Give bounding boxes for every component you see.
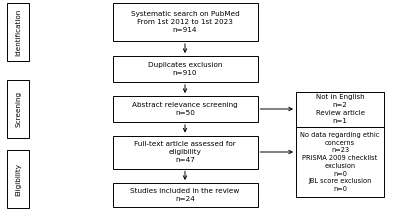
Text: Studies included in the review
n=24: Studies included in the review n=24 [130, 188, 240, 202]
Bar [112, 3, 258, 41]
Bar [296, 92, 384, 127]
Bar [7, 150, 29, 208]
Text: Systematic search on PubMed
From 1st 2012 to 1st 2023
n=914: Systematic search on PubMed From 1st 201… [131, 11, 239, 33]
Text: Abstract relevance screening
n=50: Abstract relevance screening n=50 [132, 102, 238, 116]
Bar [7, 80, 29, 138]
Text: Screening: Screening [15, 91, 21, 127]
Bar [112, 135, 258, 168]
Text: Duplicates exclusion
n=910: Duplicates exclusion n=910 [148, 62, 222, 76]
Text: Identification: Identification [15, 8, 21, 56]
Text: Eligibility: Eligibility [15, 163, 21, 196]
Text: No data regarding ethic
concerns
n=23
PRISMA 2009 checklist
exclusion
n=0
JBL sc: No data regarding ethic concerns n=23 PR… [300, 132, 380, 192]
Text: Not in English
n=2
Review article
n=1: Not in English n=2 Review article n=1 [316, 94, 364, 124]
Text: Full-text article assessed for
eligibility
n=47: Full-text article assessed for eligibili… [134, 141, 236, 163]
Bar [112, 96, 258, 122]
Bar [112, 183, 258, 207]
Bar [296, 127, 384, 197]
Bar [7, 3, 29, 61]
Bar [112, 56, 258, 82]
